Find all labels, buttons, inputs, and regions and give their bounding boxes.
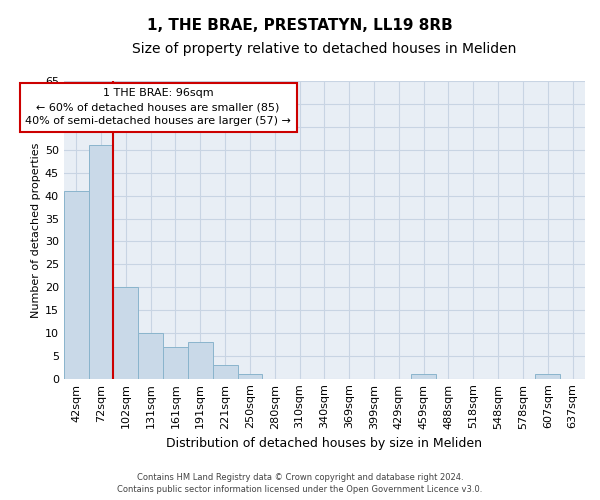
Bar [89,146,113,378]
Text: Contains HM Land Registry data © Crown copyright and database right 2024.
Contai: Contains HM Land Registry data © Crown c… [118,472,482,494]
Bar [535,374,560,378]
Text: 1, THE BRAE, PRESTATYN, LL19 8RB: 1, THE BRAE, PRESTATYN, LL19 8RB [147,18,453,32]
Text: 1 THE BRAE: 96sqm
← 60% of detached houses are smaller (85)
40% of semi-detached: 1 THE BRAE: 96sqm ← 60% of detached hous… [25,88,291,126]
X-axis label: Distribution of detached houses by size in Meliden: Distribution of detached houses by size … [166,437,482,450]
Bar [138,333,163,378]
Bar [163,346,188,378]
Y-axis label: Number of detached properties: Number of detached properties [31,142,41,318]
Bar [188,342,213,378]
Bar [113,287,138,378]
Bar [64,191,89,378]
Bar [238,374,262,378]
Title: Size of property relative to detached houses in Meliden: Size of property relative to detached ho… [132,42,517,56]
Bar [213,365,238,378]
Bar [411,374,436,378]
